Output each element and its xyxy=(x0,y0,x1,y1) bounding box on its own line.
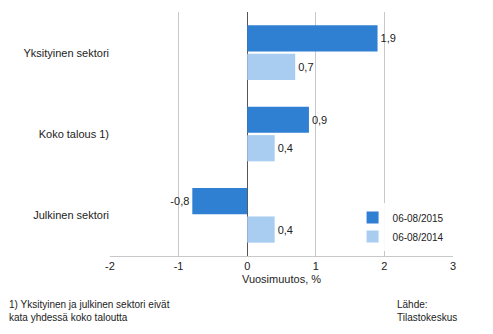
svg-text:06-08/2015: 06-08/2015 xyxy=(393,213,444,224)
svg-text:-2: -2 xyxy=(105,260,115,272)
svg-text:3: 3 xyxy=(450,260,456,272)
svg-text:Julkinen sektori: Julkinen sektori xyxy=(33,209,109,221)
svg-text:-0,8: -0,8 xyxy=(170,195,189,207)
svg-text:06-08/2014: 06-08/2014 xyxy=(393,232,444,243)
svg-text:Koko talous 1): Koko talous 1) xyxy=(39,128,109,140)
svg-text:1: 1 xyxy=(313,260,319,272)
svg-text:Vuosimuutos, %: Vuosimuutos, % xyxy=(242,273,321,285)
svg-text:0,7: 0,7 xyxy=(298,61,313,73)
svg-text:Yksityinen sektori: Yksityinen sektori xyxy=(23,47,109,59)
svg-text:-1: -1 xyxy=(174,260,184,272)
svg-text:0,4: 0,4 xyxy=(278,142,293,154)
svg-text:1) Yksityinen ja julkinen sekt: 1) Yksityinen ja julkinen sektori eivätk… xyxy=(9,299,170,323)
svg-text:1,9: 1,9 xyxy=(381,32,396,44)
svg-text:2: 2 xyxy=(381,260,387,272)
svg-text:0,9: 0,9 xyxy=(312,114,327,126)
svg-text:0,4: 0,4 xyxy=(278,224,293,236)
svg-text:0: 0 xyxy=(244,260,250,272)
svg-text:Lähde:Tilastokeskus: Lähde:Tilastokeskus xyxy=(397,299,457,323)
